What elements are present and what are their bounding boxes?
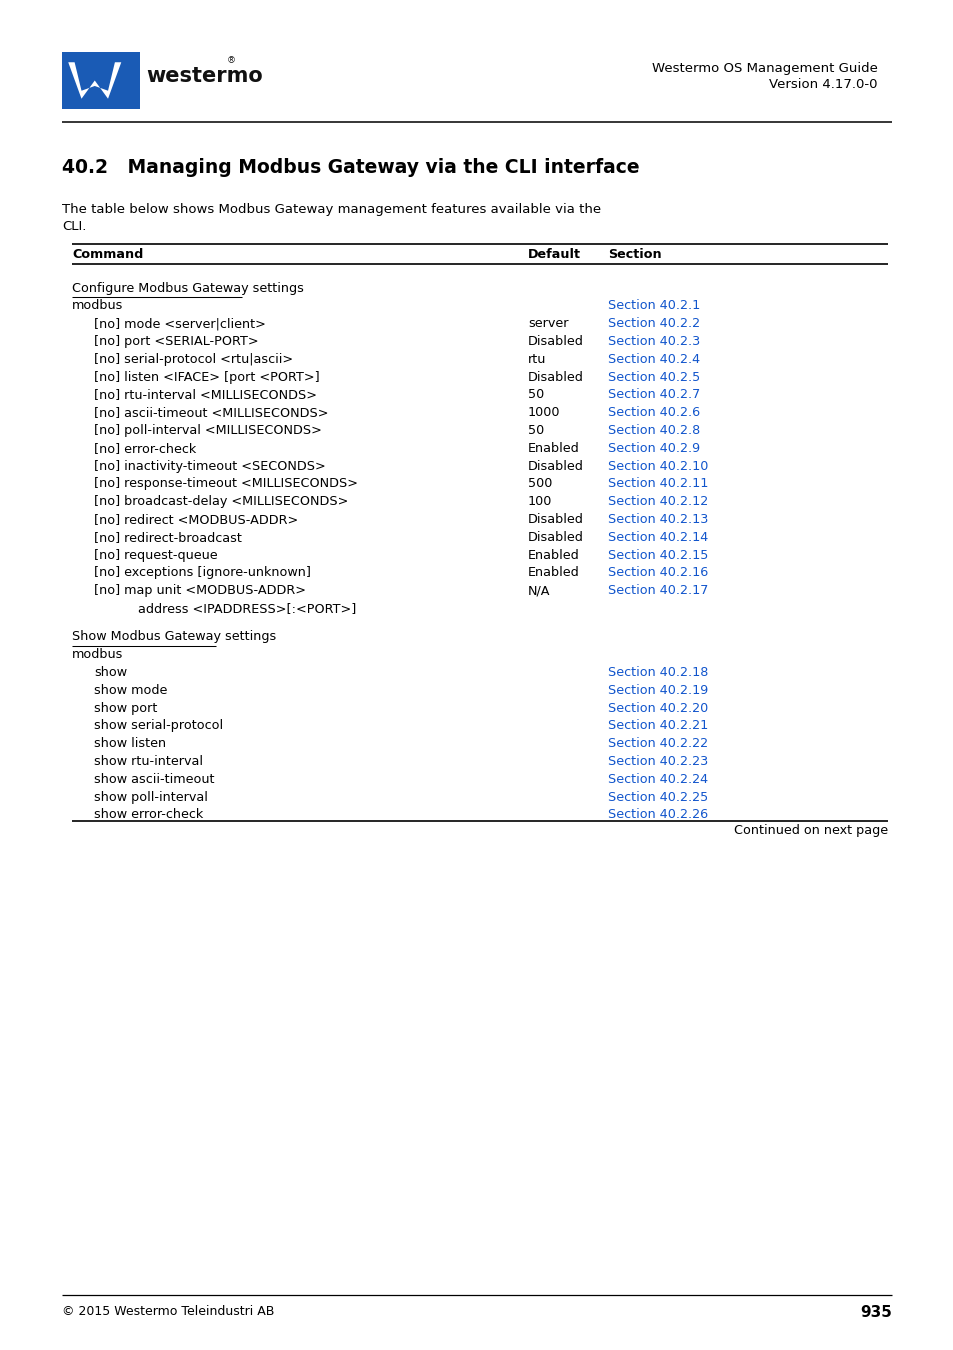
Text: Section 40.2.26: Section 40.2.26 xyxy=(607,809,707,822)
Text: Westermo OS Management Guide: Westermo OS Management Guide xyxy=(652,62,877,76)
Text: Section 40.2.9: Section 40.2.9 xyxy=(607,441,700,455)
Text: Section 40.2.21: Section 40.2.21 xyxy=(607,720,707,733)
Text: Section 40.2.11: Section 40.2.11 xyxy=(607,478,708,490)
Text: westermo: westermo xyxy=(146,66,262,86)
Text: Section 40.2.2: Section 40.2.2 xyxy=(607,317,700,331)
Text: Enabled: Enabled xyxy=(527,441,579,455)
Text: show error-check: show error-check xyxy=(94,809,203,822)
Text: Command: Command xyxy=(71,248,143,261)
Text: [no] request-queue: [no] request-queue xyxy=(94,548,217,562)
Text: modbus: modbus xyxy=(71,648,123,662)
Text: Disabled: Disabled xyxy=(527,335,583,348)
Text: Section: Section xyxy=(607,248,661,261)
Text: Section 40.2.20: Section 40.2.20 xyxy=(607,702,707,714)
Text: 50: 50 xyxy=(527,389,543,401)
Text: [no] port <SERIAL-PORT>: [no] port <SERIAL-PORT> xyxy=(94,335,258,348)
Text: Section 40.2.25: Section 40.2.25 xyxy=(607,791,707,803)
Text: address <IPADDRESS>[:<PORT>]: address <IPADDRESS>[:<PORT>] xyxy=(138,602,355,616)
Text: [no] exceptions [ignore-unknown]: [no] exceptions [ignore-unknown] xyxy=(94,567,311,579)
Text: show listen: show listen xyxy=(94,737,166,751)
Text: Default: Default xyxy=(527,248,580,261)
Text: 50: 50 xyxy=(527,424,543,437)
Text: Section 40.2.24: Section 40.2.24 xyxy=(607,774,707,786)
Text: [no] error-check: [no] error-check xyxy=(94,441,196,455)
Text: Section 40.2.12: Section 40.2.12 xyxy=(607,495,707,508)
Text: show poll-interval: show poll-interval xyxy=(94,791,208,803)
Text: Section 40.2.18: Section 40.2.18 xyxy=(607,666,708,679)
Text: Section 40.2.8: Section 40.2.8 xyxy=(607,424,700,437)
Text: Enabled: Enabled xyxy=(527,548,579,562)
Text: Enabled: Enabled xyxy=(527,567,579,579)
Text: 40.2   Managing Modbus Gateway via the CLI interface: 40.2 Managing Modbus Gateway via the CLI… xyxy=(62,158,639,177)
Text: CLI.: CLI. xyxy=(62,220,87,234)
Text: show: show xyxy=(94,666,127,679)
Text: ®: ® xyxy=(227,55,235,65)
Text: Section 40.2.22: Section 40.2.22 xyxy=(607,737,707,751)
Text: 935: 935 xyxy=(860,1305,891,1320)
Text: Section 40.2.3: Section 40.2.3 xyxy=(607,335,700,348)
Bar xyxy=(62,53,140,109)
Text: N/A: N/A xyxy=(527,585,550,597)
Text: [no] inactivity-timeout <SECONDS>: [no] inactivity-timeout <SECONDS> xyxy=(94,459,325,472)
Text: [no] poll-interval <MILLISECONDS>: [no] poll-interval <MILLISECONDS> xyxy=(94,424,321,437)
Polygon shape xyxy=(69,62,121,99)
Text: [no] mode <server|client>: [no] mode <server|client> xyxy=(94,317,266,331)
Text: show rtu-interval: show rtu-interval xyxy=(94,755,203,768)
Text: Section 40.2.19: Section 40.2.19 xyxy=(607,684,707,697)
Text: [no] broadcast-delay <MILLISECONDS>: [no] broadcast-delay <MILLISECONDS> xyxy=(94,495,348,508)
Text: show mode: show mode xyxy=(94,684,167,697)
Text: Section 40.2.16: Section 40.2.16 xyxy=(607,567,707,579)
Text: [no] response-timeout <MILLISECONDS>: [no] response-timeout <MILLISECONDS> xyxy=(94,478,357,490)
Text: Continued on next page: Continued on next page xyxy=(733,824,887,837)
Text: Section 40.2.1: Section 40.2.1 xyxy=(607,300,700,312)
Text: The table below shows Modbus Gateway management features available via the: The table below shows Modbus Gateway man… xyxy=(62,202,600,216)
Text: Section 40.2.15: Section 40.2.15 xyxy=(607,548,708,562)
Text: [no] serial-protocol <rtu|ascii>: [no] serial-protocol <rtu|ascii> xyxy=(94,352,293,366)
Text: Section 40.2.13: Section 40.2.13 xyxy=(607,513,708,526)
Text: 1000: 1000 xyxy=(527,406,560,420)
Text: Disabled: Disabled xyxy=(527,459,583,472)
Text: Section 40.2.14: Section 40.2.14 xyxy=(607,531,707,544)
Text: show ascii-timeout: show ascii-timeout xyxy=(94,774,214,786)
Text: 500: 500 xyxy=(527,478,552,490)
Text: [no] ascii-timeout <MILLISECONDS>: [no] ascii-timeout <MILLISECONDS> xyxy=(94,406,328,420)
Text: [no] redirect-broadcast: [no] redirect-broadcast xyxy=(94,531,242,544)
Text: [no] listen <IFACE> [port <PORT>]: [no] listen <IFACE> [port <PORT>] xyxy=(94,371,319,383)
Text: modbus: modbus xyxy=(71,300,123,312)
Text: Section 40.2.6: Section 40.2.6 xyxy=(607,406,700,420)
Text: Section 40.2.5: Section 40.2.5 xyxy=(607,371,700,383)
Text: Section 40.2.7: Section 40.2.7 xyxy=(607,389,700,401)
Text: Section 40.2.4: Section 40.2.4 xyxy=(607,352,700,366)
Text: Version 4.17.0-0: Version 4.17.0-0 xyxy=(769,78,877,90)
Text: Section 40.2.10: Section 40.2.10 xyxy=(607,459,708,472)
Text: Disabled: Disabled xyxy=(527,371,583,383)
Text: Section 40.2.23: Section 40.2.23 xyxy=(607,755,707,768)
Text: Show Modbus Gateway settings: Show Modbus Gateway settings xyxy=(71,630,276,644)
Text: server: server xyxy=(527,317,568,331)
Text: Disabled: Disabled xyxy=(527,513,583,526)
Text: 100: 100 xyxy=(527,495,552,508)
Text: rtu: rtu xyxy=(527,352,546,366)
Text: © 2015 Westermo Teleindustri AB: © 2015 Westermo Teleindustri AB xyxy=(62,1305,274,1318)
Text: [no] rtu-interval <MILLISECONDS>: [no] rtu-interval <MILLISECONDS> xyxy=(94,389,316,401)
Text: show port: show port xyxy=(94,702,157,714)
Text: show serial-protocol: show serial-protocol xyxy=(94,720,223,733)
Text: Disabled: Disabled xyxy=(527,531,583,544)
Text: [no] redirect <MODBUS-ADDR>: [no] redirect <MODBUS-ADDR> xyxy=(94,513,298,526)
Text: Configure Modbus Gateway settings: Configure Modbus Gateway settings xyxy=(71,282,304,294)
Text: Section 40.2.17: Section 40.2.17 xyxy=(607,585,708,597)
Text: [no] map unit <MODBUS-ADDR>: [no] map unit <MODBUS-ADDR> xyxy=(94,585,306,597)
